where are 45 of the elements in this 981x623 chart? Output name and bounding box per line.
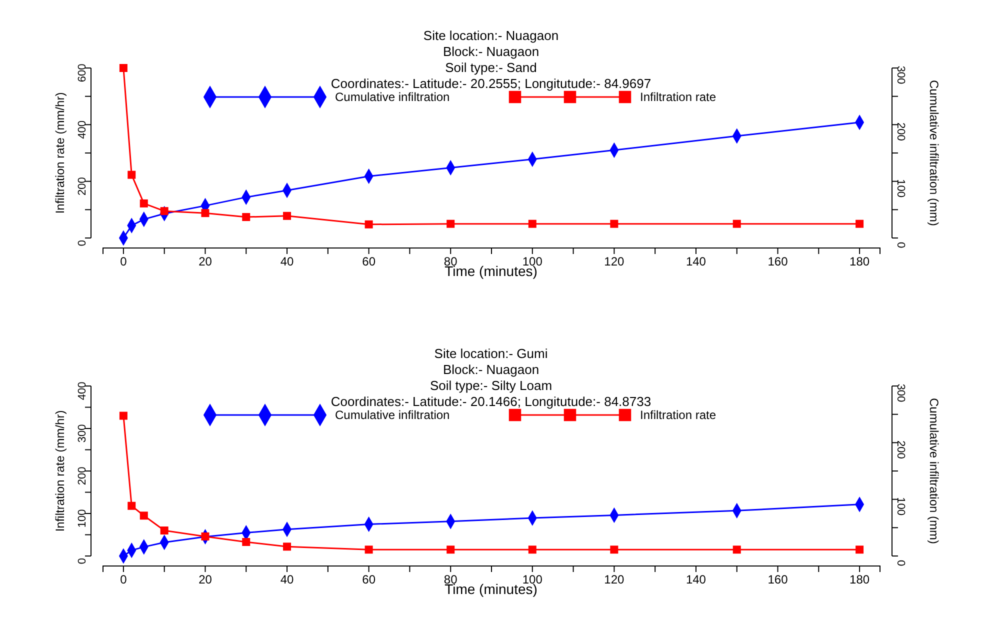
y-axis-title: Infiltration rate (mm/hr): [53, 410, 67, 532]
legend-label: Cumulative infiltration: [335, 90, 450, 104]
y2-tick-label: 200: [894, 440, 907, 459]
y2-tick-label: 0: [894, 242, 907, 248]
y2-tick-label: 100: [894, 497, 907, 516]
x-tick-label: 60: [362, 572, 376, 587]
y2-axis-title: Cumulative infiltration (mm): [927, 80, 941, 226]
y-tick-label: 200: [76, 466, 88, 486]
chart-subtitle: Block:- Nuagaon Soil type:- Sand Coordinates:- Latitude:- 20.2555; Longitutude:- 84.9697: [330, 44, 652, 91]
x-tick-label: 180: [850, 254, 870, 269]
x-tick-label: 40: [280, 254, 294, 269]
x-tick-label: 20: [198, 254, 212, 269]
x-tick-label: 120: [604, 572, 625, 587]
y-tick-label: 100: [76, 509, 88, 528]
x-tick-label: 0: [120, 254, 128, 269]
y-tick-label: 300: [76, 424, 88, 443]
x-tick-label: 40: [280, 572, 294, 587]
chart-subtitle: Block:- Nuagaon Soil type:- Silty Loam Coordinates:- Latitude:- 20.1466; Longitutude:- 84.8733: [330, 362, 652, 409]
y-tick-label: 200: [76, 177, 88, 196]
x-tick-label: 120: [604, 254, 625, 269]
y2-tick-label: 300: [894, 384, 907, 402]
x-tick-label: 140: [686, 254, 706, 269]
y2-tick-label: 0: [894, 560, 907, 566]
chart-title: Site location:- Nuagaon: [423, 28, 559, 43]
y-tick-label: 400: [76, 120, 88, 139]
x-tick-label: 160: [768, 572, 788, 587]
x-tick-label: 20: [198, 572, 212, 587]
y-tick-label: 0: [76, 240, 88, 246]
legend-label: Infiltration rate: [640, 90, 716, 104]
x-tick-label: 60: [362, 254, 376, 269]
chart-title: Site location:- Gumi: [434, 346, 548, 361]
x-tick-label: 180: [850, 572, 870, 587]
legend-label: Cumulative infiltration: [335, 408, 450, 422]
y-tick-label: 400: [76, 382, 88, 400]
y-axis-title: Infiltration rate (mm/hr): [53, 92, 67, 214]
y-tick-label: 600: [76, 64, 88, 82]
x-tick-label: 0: [120, 572, 128, 587]
y2-tick-label: 100: [894, 179, 907, 198]
y2-tick-label: 200: [894, 122, 907, 141]
legend-label: Infiltration rate: [640, 408, 716, 422]
y2-axis-title: Cumulative infiltration (mm): [927, 398, 941, 544]
x-tick-label: 160: [768, 254, 788, 269]
y2-tick-label: 300: [894, 66, 907, 84]
y-tick-label: 0: [76, 558, 88, 564]
x-tick-label: 140: [686, 572, 706, 587]
